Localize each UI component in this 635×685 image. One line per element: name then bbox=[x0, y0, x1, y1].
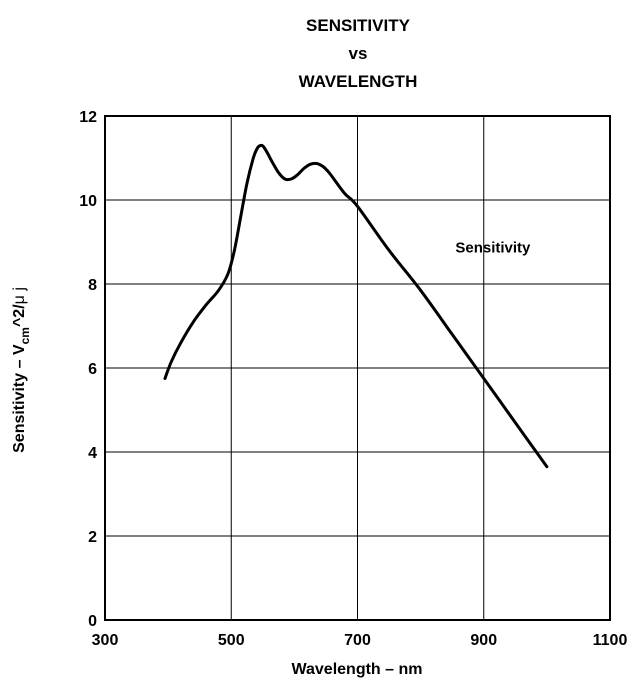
annotation-label-0: Sensitivity bbox=[455, 240, 531, 257]
series-line-sensitivity bbox=[163, 143, 549, 469]
annotations: Sensitivity bbox=[455, 240, 531, 257]
y-axis-label: Sensitivity – Vcm^2/μ j bbox=[11, 287, 32, 453]
x-tick-label-1100: 1100 bbox=[593, 632, 628, 649]
y-tick-label-10: 10 bbox=[79, 193, 97, 210]
chart-title-line-3: WAVELENGTH bbox=[299, 72, 418, 91]
chart-title-line-1: SENSITIVITY bbox=[306, 16, 411, 35]
y-axis-label-tail: j bbox=[11, 287, 28, 295]
x-tick-label-700: 700 bbox=[344, 632, 371, 649]
y-axis-label-prefix: Sensitivity – V bbox=[11, 344, 28, 453]
x-tick-labels: 300 500 700 900 1100 bbox=[92, 632, 628, 649]
x-tick-label-900: 900 bbox=[470, 632, 497, 649]
y-tick-label-8: 8 bbox=[88, 277, 97, 294]
y-tick-label-4: 4 bbox=[88, 445, 97, 462]
x-tick-label-500: 500 bbox=[218, 632, 245, 649]
y-tick-label-2: 2 bbox=[88, 529, 97, 546]
x-axis-label: Wavelength – nm bbox=[292, 661, 423, 678]
plot-frame bbox=[104, 115, 611, 621]
grid-lines bbox=[104, 115, 611, 621]
x-tick-label-300: 300 bbox=[92, 632, 119, 649]
y-tick-labels: 0 2 4 6 8 10 12 bbox=[79, 109, 97, 630]
chart-title: SENSITIVITY vs WAVELENGTH bbox=[299, 16, 418, 91]
y-axis-label-suffix: ^2/ bbox=[11, 304, 28, 327]
series-layer bbox=[163, 143, 549, 469]
chart-title-line-2: vs bbox=[349, 44, 368, 63]
y-axis-label-mu: μ bbox=[11, 295, 28, 304]
y-tick-label-12: 12 bbox=[79, 109, 97, 126]
y-axis-label-subscript: cm bbox=[18, 327, 32, 344]
y-tick-label-0: 0 bbox=[88, 613, 97, 630]
y-tick-label-6: 6 bbox=[88, 361, 97, 378]
